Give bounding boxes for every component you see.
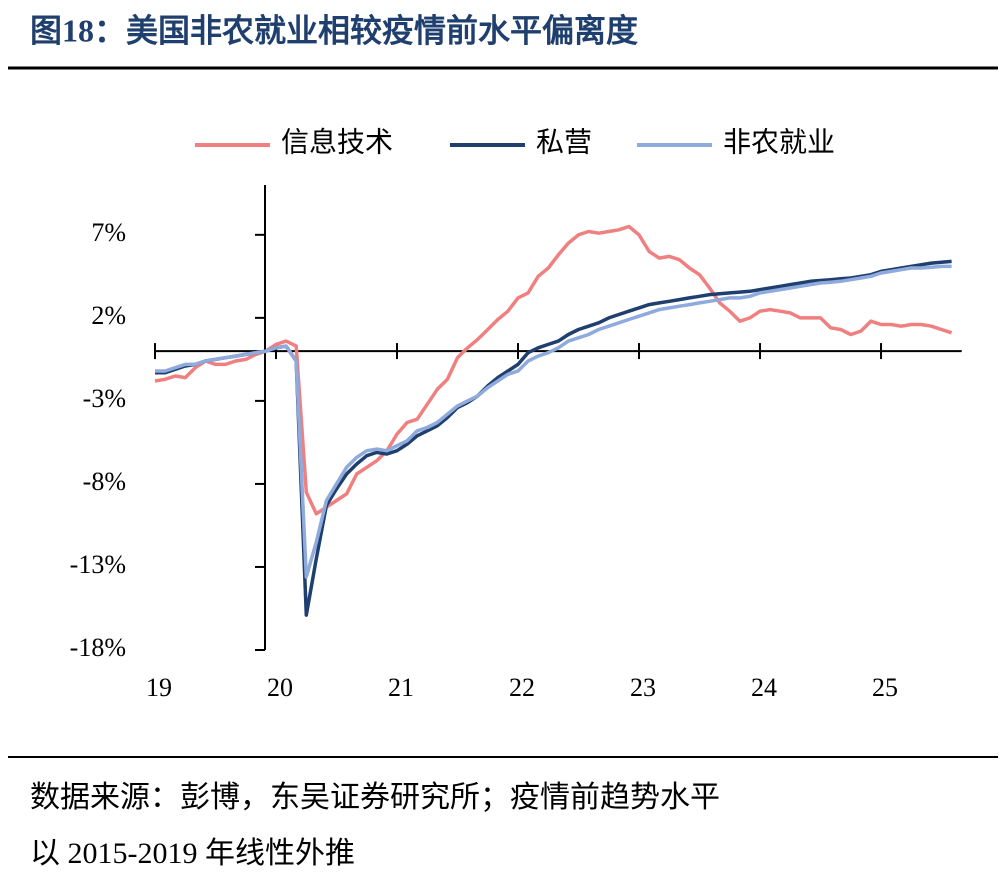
- x-tick-label: 19: [146, 673, 172, 702]
- series-line: [155, 264, 952, 579]
- x-tick-label: 22: [509, 673, 535, 702]
- y-tick-label: -18%: [70, 633, 126, 662]
- y-tick-label: 7%: [91, 218, 126, 247]
- legend-label: 非农就业: [723, 126, 835, 158]
- source-note: 以 2015-2019 年线性外推: [30, 837, 355, 870]
- source-note: 数据来源：彭博，东吴证券研究所；疫情前趋势水平: [30, 781, 720, 814]
- legend-label: 信息技术: [281, 126, 393, 158]
- y-tick-label: 2%: [91, 301, 126, 330]
- x-tick-label: 24: [751, 673, 777, 702]
- legend-label: 私营: [536, 126, 592, 158]
- series-line: [154, 224, 953, 516]
- x-tick-label: 21: [388, 673, 414, 702]
- series-line: [155, 259, 952, 617]
- x-tick-label: 25: [872, 673, 898, 702]
- y-tick-label: -3%: [83, 384, 126, 413]
- y-tick-label: -13%: [70, 550, 126, 579]
- x-tick-label: 20: [267, 673, 293, 702]
- chart-title: 图18：美国非农就业相较疫情前水平偏离度: [30, 12, 638, 48]
- x-tick-label: 23: [630, 673, 656, 702]
- y-tick-label: -8%: [83, 467, 126, 496]
